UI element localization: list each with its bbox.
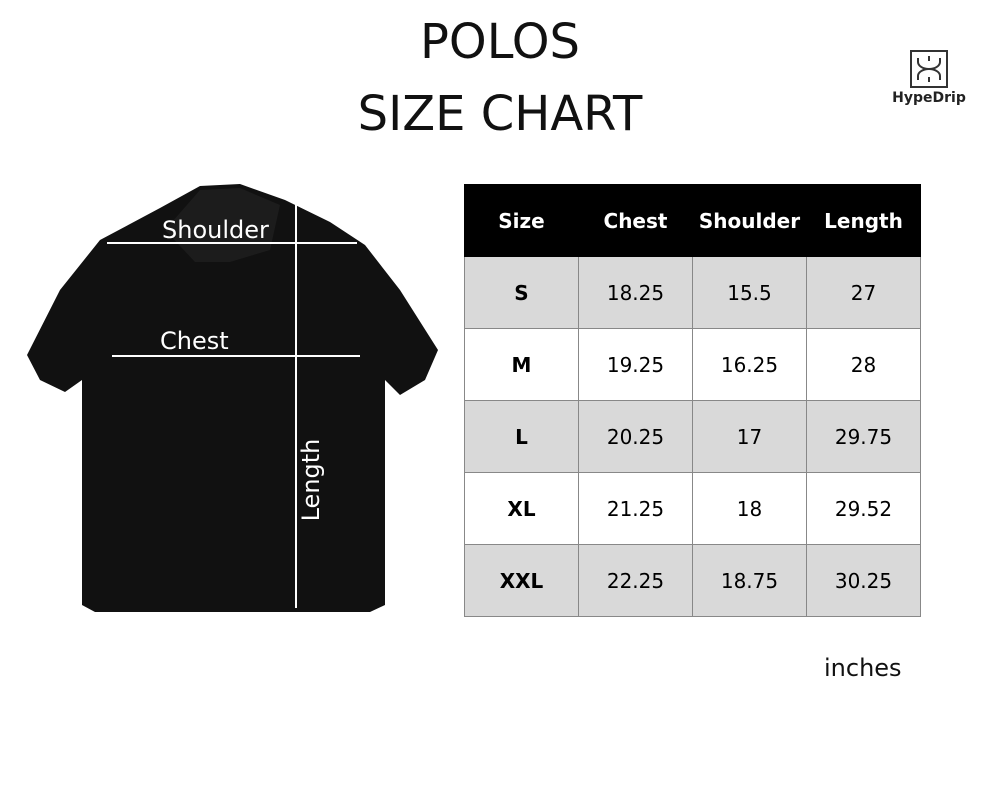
table-row: XXL 22.25 18.75 30.25 (464, 544, 921, 617)
table-row: XL 21.25 18 29.52 (464, 472, 921, 545)
cell-chest: 21.25 (578, 472, 693, 545)
cell-length: 27 (806, 256, 921, 329)
table-row: S 18.25 15.5 27 (464, 256, 921, 329)
cell-length: 30.25 (806, 544, 921, 617)
cell-shoulder: 17 (692, 400, 807, 473)
page-title: POLOS (419, 14, 580, 70)
brand-logo: HypeDrip (884, 50, 974, 106)
cell-shoulder: 16.25 (692, 328, 807, 401)
cell-size: L (464, 400, 579, 473)
shoulder-label: Shoulder (162, 216, 269, 244)
table-row: L 20.25 17 29.75 (464, 400, 921, 473)
cell-length: 29.75 (806, 400, 921, 473)
logo-mark-icon (910, 50, 948, 88)
cell-size: M (464, 328, 579, 401)
cell-length: 29.52 (806, 472, 921, 545)
size-table: Size Chest Shoulder Length S 18.25 15.5 27 M… (464, 184, 921, 617)
shirt-body (27, 184, 438, 612)
cell-chest: 20.25 (578, 400, 693, 473)
cell-chest: 22.25 (578, 544, 693, 617)
logo-text: HypeDrip (892, 90, 966, 106)
cell-size: XXL (464, 544, 579, 617)
table-header-row: Size Chest Shoulder Length (464, 184, 921, 257)
table-row: M 19.25 16.25 28 (464, 328, 921, 401)
header-chest: Chest (578, 184, 693, 257)
cell-size: XL (464, 472, 579, 545)
cell-shoulder: 15.5 (692, 256, 807, 329)
cell-chest: 18.25 (578, 256, 693, 329)
cell-length: 28 (806, 328, 921, 401)
header-length: Length (806, 184, 921, 257)
unit-label: inches (824, 654, 902, 682)
chest-label: Chest (160, 327, 229, 355)
polo-shirt-diagram (27, 184, 438, 612)
header-shoulder: Shoulder (692, 184, 807, 257)
cell-size: S (464, 256, 579, 329)
header-size: Size (464, 184, 579, 257)
page-subtitle: SIZE CHART (357, 86, 643, 142)
cell-shoulder: 18 (692, 472, 807, 545)
length-label: Length (297, 438, 325, 522)
cell-chest: 19.25 (578, 328, 693, 401)
cell-shoulder: 18.75 (692, 544, 807, 617)
